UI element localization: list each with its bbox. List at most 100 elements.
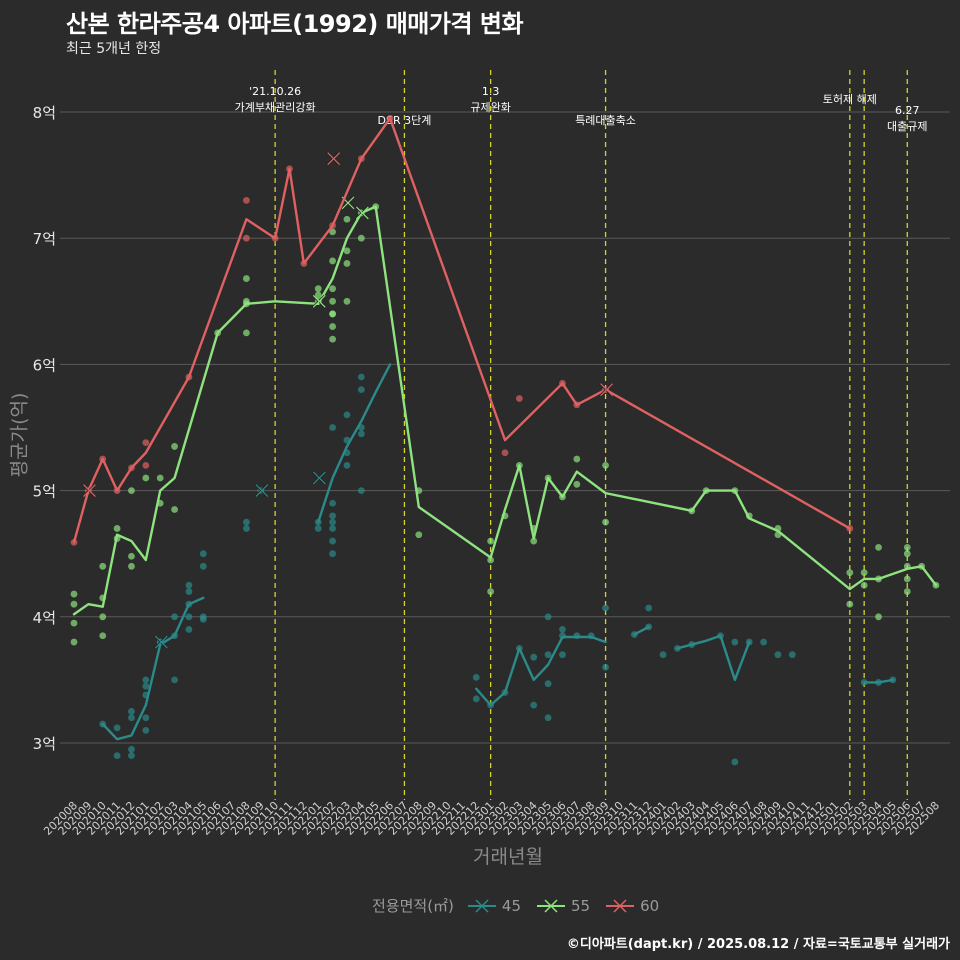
data-point-55 bbox=[70, 600, 78, 608]
data-point-55 bbox=[875, 543, 882, 551]
max-marker-60 bbox=[327, 152, 341, 166]
max-marker-55 bbox=[340, 196, 354, 210]
series-line-45 bbox=[676, 634, 751, 682]
data-point-55 bbox=[113, 525, 121, 532]
data-point-45 bbox=[142, 682, 150, 690]
data-point-55 bbox=[875, 613, 882, 621]
data-point-45 bbox=[357, 386, 365, 394]
data-point-45 bbox=[544, 680, 552, 688]
data-point-45 bbox=[760, 638, 767, 646]
data-point-45 bbox=[645, 604, 653, 612]
data-point-55 bbox=[343, 297, 351, 305]
data-point-45 bbox=[602, 604, 609, 612]
data-point-45 bbox=[171, 613, 178, 621]
max-marker-55 bbox=[354, 206, 368, 220]
data-point-55 bbox=[573, 455, 581, 463]
event-annotation: 특례대출축소 bbox=[575, 114, 636, 127]
data-point-55 bbox=[329, 323, 336, 330]
data-point-45 bbox=[185, 581, 193, 589]
event-annotation: 1.3 bbox=[482, 85, 500, 98]
data-point-45 bbox=[329, 537, 336, 545]
data-point-45 bbox=[243, 525, 250, 532]
data-point-55 bbox=[329, 285, 336, 293]
data-point-55 bbox=[243, 329, 250, 337]
data-point-45 bbox=[128, 708, 135, 715]
data-point-60 bbox=[243, 234, 250, 242]
data-point-45 bbox=[128, 714, 135, 722]
data-point-55 bbox=[243, 275, 250, 282]
data-point-45 bbox=[142, 676, 150, 684]
legend-label-45: 45 bbox=[501, 896, 521, 915]
y-tick-label: 8억 bbox=[33, 104, 56, 122]
data-point-55 bbox=[329, 297, 336, 305]
data-point-55 bbox=[156, 474, 164, 482]
data-point-55 bbox=[487, 537, 495, 545]
x-axis-label: 거래년월 bbox=[473, 846, 543, 868]
data-point-55 bbox=[487, 556, 495, 564]
data-point-45 bbox=[559, 626, 566, 633]
series-line-45 bbox=[862, 678, 895, 684]
data-point-55 bbox=[128, 487, 135, 494]
data-point-55 bbox=[343, 247, 351, 255]
event-annotation: 대출규제 bbox=[887, 120, 927, 133]
data-point-45 bbox=[343, 411, 351, 419]
data-point-55 bbox=[99, 562, 107, 570]
data-point-55 bbox=[903, 575, 911, 583]
data-point-45 bbox=[128, 752, 135, 760]
legend-swatch-55 bbox=[537, 898, 565, 913]
data-point-45 bbox=[142, 714, 150, 722]
data-point-55 bbox=[128, 552, 135, 560]
data-point-55 bbox=[343, 215, 351, 223]
legend-item-45: 45 bbox=[467, 896, 521, 915]
data-point-45 bbox=[199, 615, 207, 623]
data-point-60 bbox=[142, 461, 150, 469]
y-tick-label: 7억 bbox=[33, 230, 56, 248]
legend-label-55: 55 bbox=[571, 896, 591, 915]
data-point-45 bbox=[774, 651, 782, 659]
y-axis-label: 평균가(억) bbox=[8, 392, 31, 478]
data-point-55 bbox=[602, 461, 609, 469]
data-point-60 bbox=[501, 449, 509, 457]
data-point-45 bbox=[329, 512, 336, 520]
data-point-55 bbox=[903, 543, 911, 551]
data-point-45 bbox=[199, 550, 207, 558]
data-point-45 bbox=[659, 651, 667, 659]
data-point-45 bbox=[472, 695, 480, 703]
data-point-45 bbox=[357, 373, 365, 381]
max-marker-55 bbox=[312, 294, 326, 308]
max-marker-55 bbox=[355, 206, 369, 220]
y-tick-label: 5억 bbox=[33, 483, 56, 501]
data-point-55 bbox=[171, 506, 178, 513]
data-point-45 bbox=[113, 752, 121, 760]
max-marker-60 bbox=[81, 484, 95, 498]
event-annotation: '21.10.26 bbox=[249, 85, 301, 98]
series-line-45 bbox=[101, 596, 205, 741]
data-point-55 bbox=[329, 310, 336, 318]
data-point-55 bbox=[329, 335, 336, 343]
data-point-55 bbox=[314, 285, 322, 293]
max-marker-45 bbox=[154, 635, 168, 649]
data-point-55 bbox=[142, 474, 150, 482]
data-point-60 bbox=[515, 395, 523, 402]
data-point-55 bbox=[846, 569, 854, 577]
legend: 전용면적(㎡) 45 55 60 bbox=[372, 895, 669, 916]
max-marker-60 bbox=[600, 383, 613, 397]
data-point-45 bbox=[314, 525, 322, 532]
data-point-45 bbox=[329, 550, 336, 558]
data-point-55 bbox=[903, 550, 911, 558]
y-tick-label: 6억 bbox=[33, 356, 56, 374]
data-point-45 bbox=[185, 626, 193, 633]
max-marker-55 bbox=[311, 294, 325, 308]
max-marker-45 bbox=[312, 471, 326, 485]
data-point-55 bbox=[128, 562, 135, 570]
chart-subtitle: 최근 5개년 한정 bbox=[66, 41, 162, 57]
legend-swatch-60 bbox=[606, 898, 635, 913]
max-marker-60 bbox=[82, 484, 96, 498]
event-annotation: 토허제 해제 bbox=[823, 92, 877, 106]
data-point-45 bbox=[530, 701, 538, 709]
series-line-45 bbox=[475, 635, 607, 707]
data-point-55 bbox=[314, 291, 322, 299]
data-point-55 bbox=[846, 600, 854, 608]
data-point-45 bbox=[602, 663, 609, 671]
